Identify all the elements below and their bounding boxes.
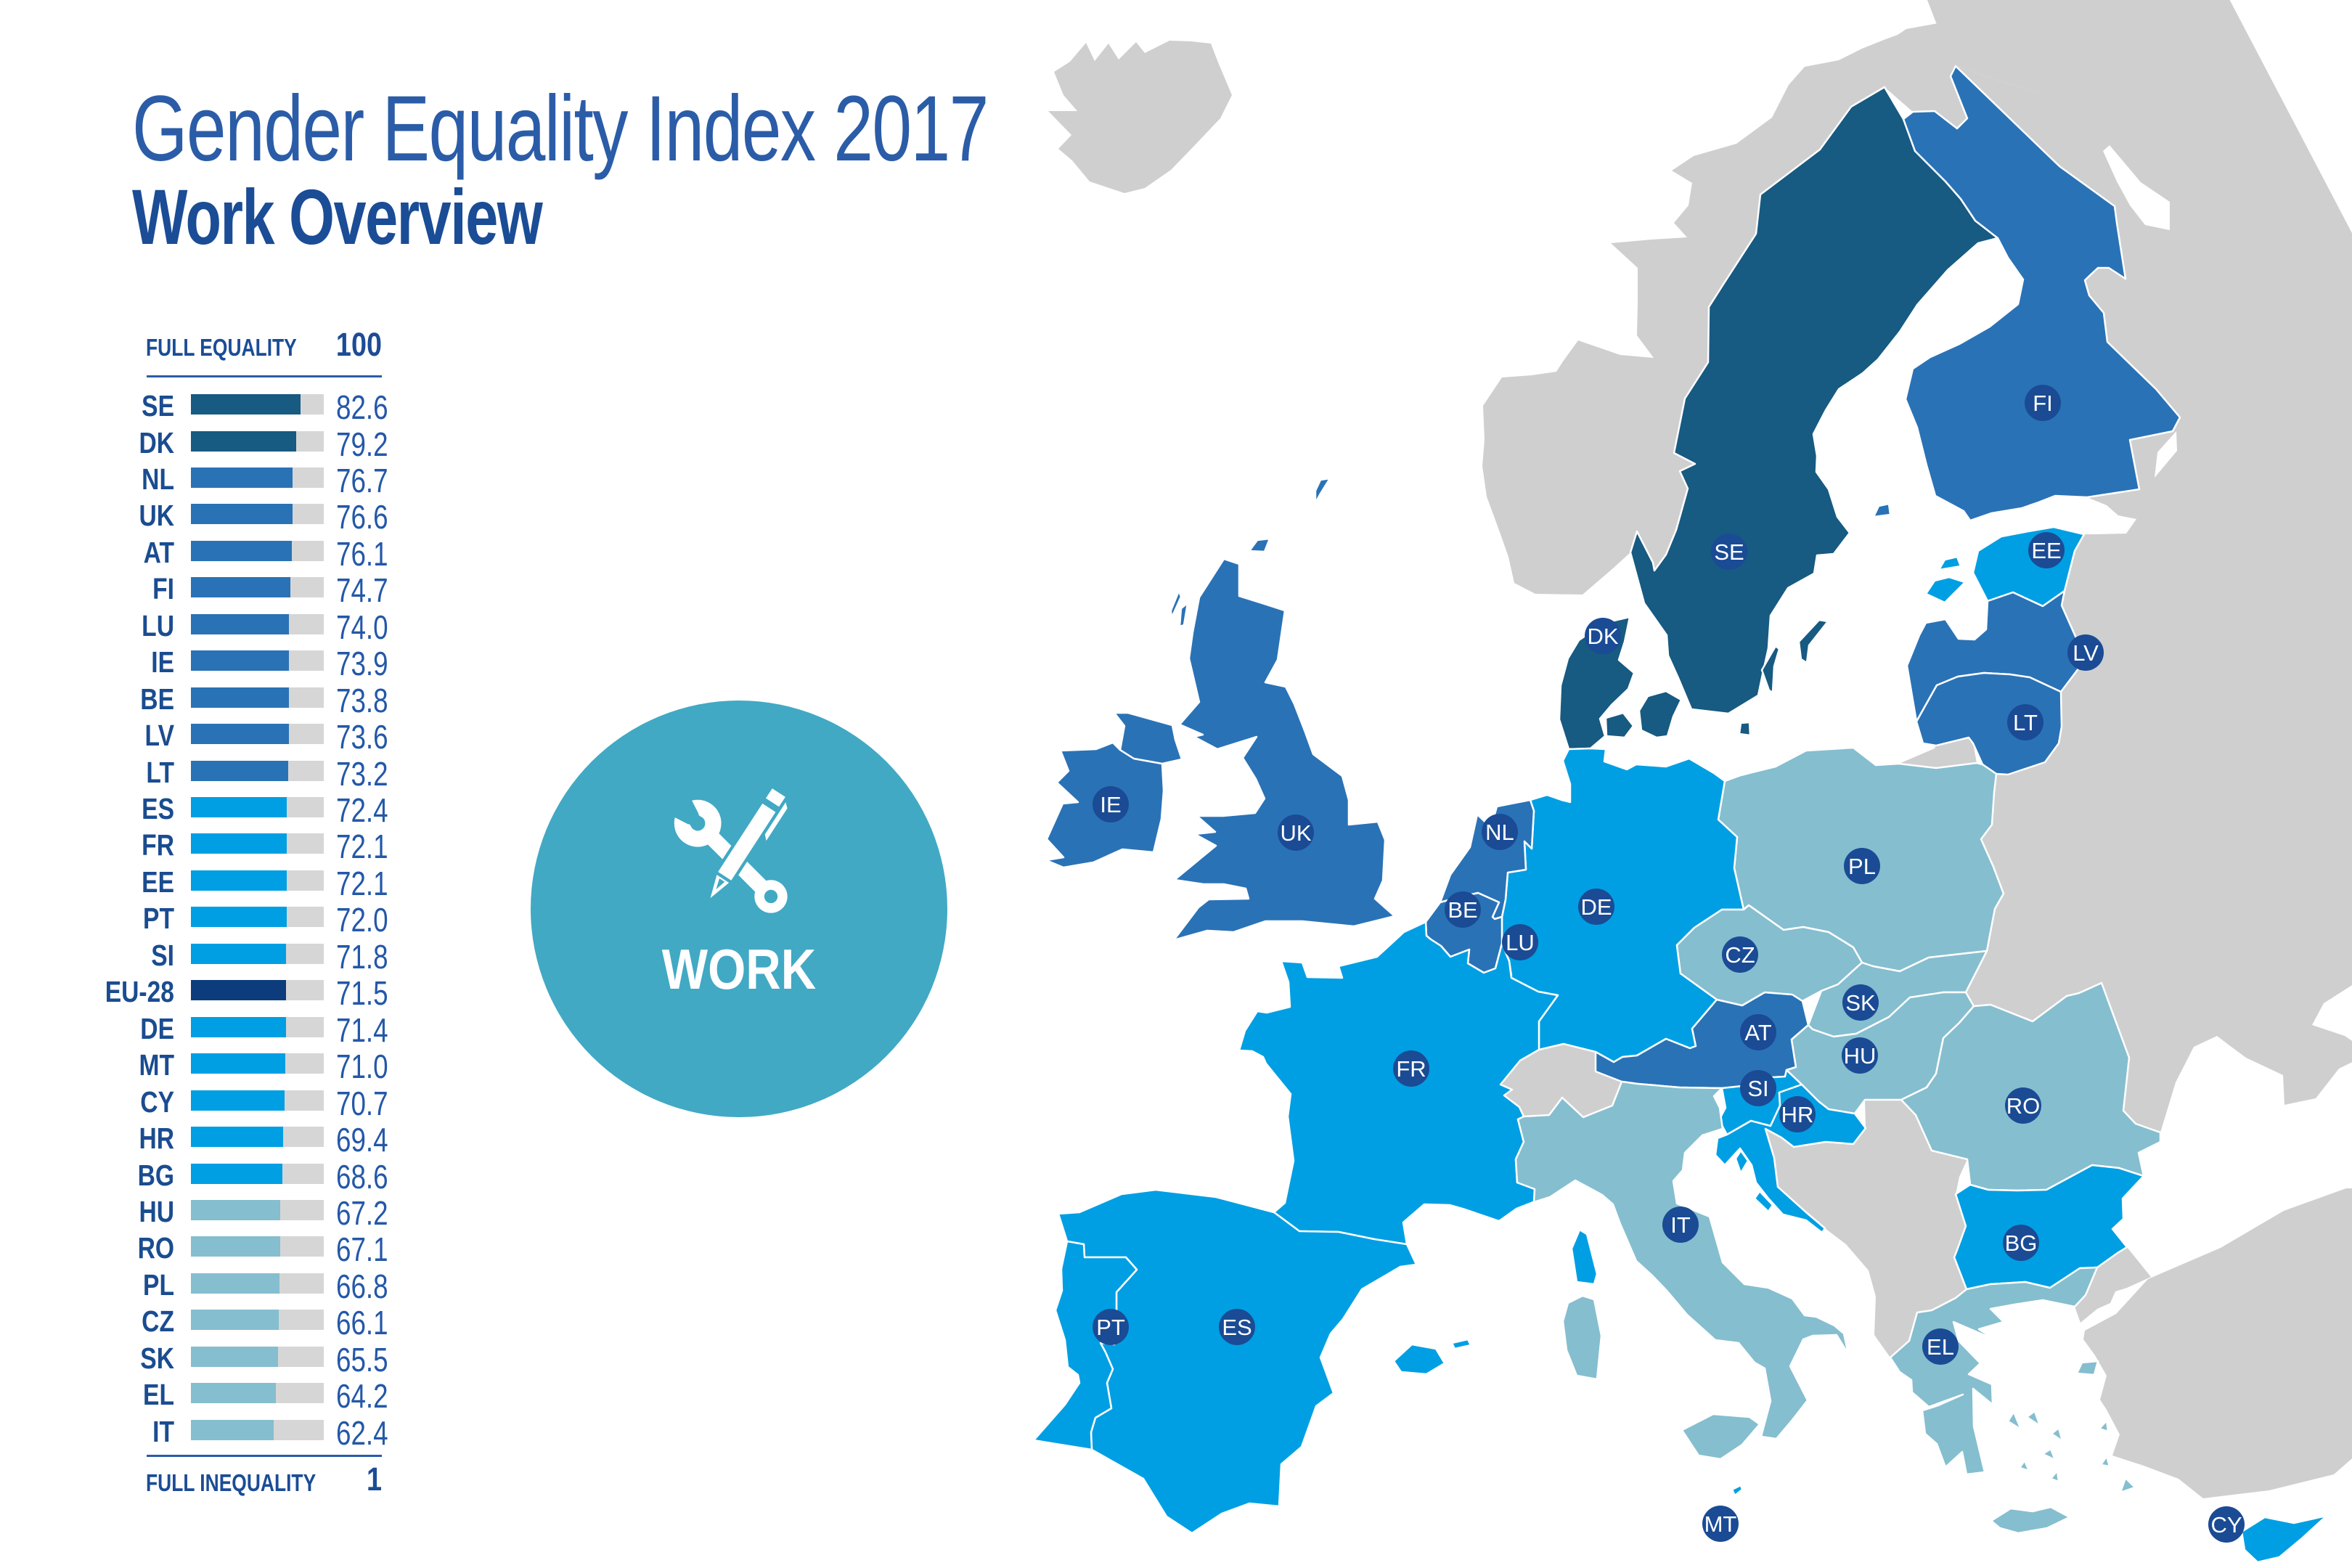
svg-text:CZ: CZ xyxy=(1725,942,1755,968)
svg-text:PL: PL xyxy=(1848,854,1876,879)
svg-text:FI: FI xyxy=(2033,391,2053,416)
svg-text:SI: SI xyxy=(1747,1076,1768,1101)
svg-text:UK: UK xyxy=(1280,820,1311,846)
svg-text:SK: SK xyxy=(1845,990,1876,1016)
svg-text:DE: DE xyxy=(1580,894,1612,920)
svg-text:AT: AT xyxy=(1744,1020,1771,1045)
svg-text:ES: ES xyxy=(1222,1315,1251,1340)
svg-text:LT: LT xyxy=(2013,710,2038,735)
svg-text:IE: IE xyxy=(1100,792,1121,817)
svg-text:EL: EL xyxy=(1927,1334,1954,1360)
svg-text:IT: IT xyxy=(1670,1212,1691,1238)
svg-text:HU: HU xyxy=(1844,1043,1877,1069)
svg-text:FR: FR xyxy=(1396,1056,1426,1082)
svg-text:BG: BG xyxy=(2005,1230,2038,1256)
svg-text:MT: MT xyxy=(1704,1511,1737,1537)
svg-text:NL: NL xyxy=(1485,820,1514,845)
svg-text:DK: DK xyxy=(1587,624,1618,649)
svg-text:HR: HR xyxy=(1781,1102,1814,1127)
svg-text:EE: EE xyxy=(2031,538,2061,563)
svg-text:PT: PT xyxy=(1096,1315,1125,1340)
svg-text:SE: SE xyxy=(1714,539,1744,565)
svg-text:BE: BE xyxy=(1447,897,1477,923)
svg-text:CY: CY xyxy=(2210,1512,2242,1538)
svg-text:RO: RO xyxy=(2006,1093,2041,1119)
svg-text:LV: LV xyxy=(2073,640,2099,666)
svg-text:LU: LU xyxy=(1506,930,1535,955)
